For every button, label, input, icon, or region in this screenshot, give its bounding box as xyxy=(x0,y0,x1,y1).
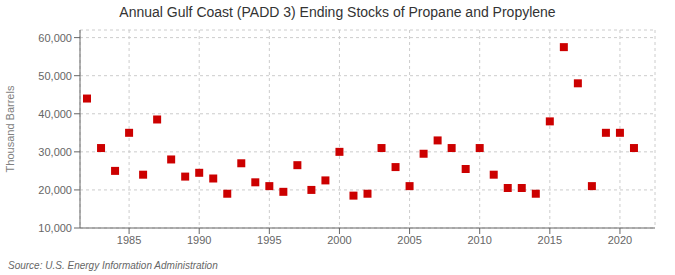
svg-text:2005: 2005 xyxy=(397,234,421,246)
svg-text:2015: 2015 xyxy=(538,234,562,246)
svg-text:Thousand Barrels: Thousand Barrels xyxy=(8,85,16,172)
svg-text:40,000: 40,000 xyxy=(38,108,72,120)
svg-text:1990: 1990 xyxy=(187,234,211,246)
svg-text:2020: 2020 xyxy=(608,234,632,246)
svg-text:30,000: 30,000 xyxy=(38,146,72,158)
svg-text:50,000: 50,000 xyxy=(38,70,72,82)
svg-text:10,000: 10,000 xyxy=(38,222,72,234)
svg-text:60,000: 60,000 xyxy=(38,32,72,44)
svg-text:1995: 1995 xyxy=(257,234,281,246)
svg-text:1985: 1985 xyxy=(117,234,141,246)
svg-text:2000: 2000 xyxy=(327,234,351,246)
html-text:Annual Gulf Coast (PADD 3) End: Annual Gulf Coast (PADD 3) Ending Stocks… xyxy=(119,4,556,20)
svg-text:2010: 2010 xyxy=(467,234,491,246)
html-text:Source: U.S. Energy Informatio: Source: U.S. Energy Information Administ… xyxy=(8,260,218,271)
svg-text:20,000: 20,000 xyxy=(38,184,72,196)
